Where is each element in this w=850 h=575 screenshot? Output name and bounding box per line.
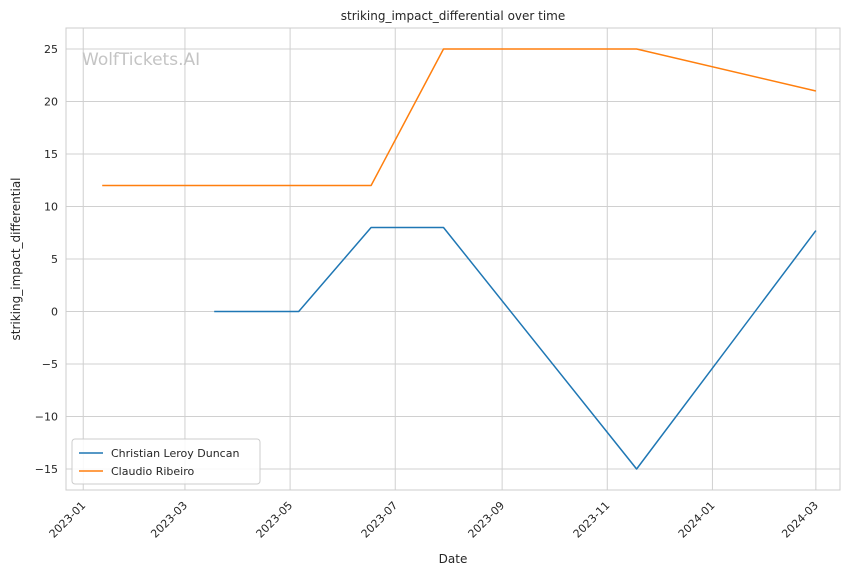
watermark-text: WolfTickets.AI <box>82 50 200 70</box>
legend: Christian Leroy Duncan Claudio Ribeiro <box>71 438 261 485</box>
y-axis-label: striking_impact_differential <box>9 177 23 340</box>
y-tick-label: −10 <box>35 411 58 424</box>
y-axis-ticks: −15 −10 −5 0 5 10 15 20 25 <box>35 43 58 476</box>
legend-label-christian-leroy-duncan: Christian Leroy Duncan <box>111 447 239 460</box>
legend-box <box>71 438 261 485</box>
y-tick-label: −15 <box>35 463 58 476</box>
series-line-christian-leroy-duncan <box>214 226 817 470</box>
legend-label-claudio-ribeiro: Claudio Ribeiro <box>111 465 195 478</box>
series-layer <box>102 48 817 470</box>
y-tick-label: 25 <box>44 43 58 56</box>
y-tick-label: −5 <box>42 358 58 371</box>
y-tick-label: 5 <box>51 253 58 266</box>
y-tick-label: 0 <box>51 306 58 319</box>
x-axis-label: Date <box>439 552 468 566</box>
plot-frame <box>65 27 841 491</box>
y-tick-label: 10 <box>44 201 58 214</box>
chart-title: striking_impact_differential over time <box>341 9 566 23</box>
y-tick-label: 20 <box>44 96 58 109</box>
series-line-claudio-ribeiro <box>102 48 817 187</box>
y-tick-label: 15 <box>44 148 58 161</box>
